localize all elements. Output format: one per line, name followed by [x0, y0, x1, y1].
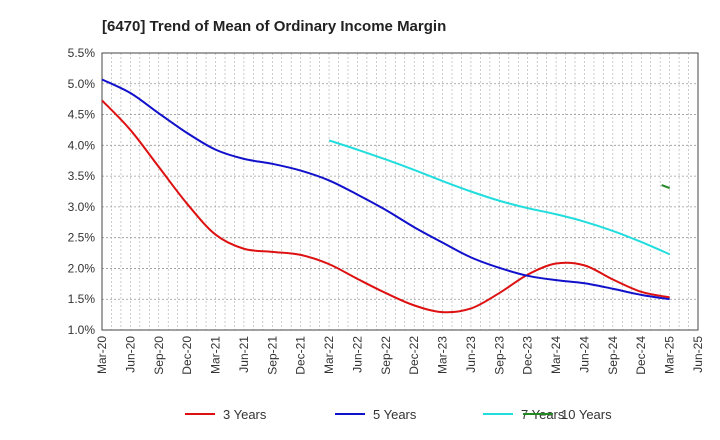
series-line-5-years: [101, 78, 670, 301]
y-tick-label: 3.0%: [68, 200, 96, 214]
y-tick-label: 1.5%: [68, 292, 96, 306]
legend-item-10-years: 10 Years: [523, 407, 612, 422]
x-tick-label: Mar-20: [95, 336, 109, 374]
x-tick-label: Mar-21: [209, 336, 223, 374]
x-tick-label: Sep-23: [492, 336, 506, 375]
x-tick-label: Jun-25: [691, 336, 705, 373]
y-tick-label: 4.0%: [68, 138, 96, 152]
x-tick-label: Sep-21: [265, 336, 279, 375]
y-tick-label: 3.5%: [68, 169, 96, 183]
x-tick-label: Sep-24: [606, 336, 620, 375]
x-tick-label: Mar-24: [549, 336, 563, 374]
legend-item-5-years: 5 Years: [335, 407, 417, 422]
series-line-10-years: [661, 184, 670, 190]
y-tick-label: 5.0%: [68, 77, 96, 91]
series-line-7-years: [328, 139, 671, 256]
y-tick-label: 2.0%: [68, 261, 96, 275]
x-tick-label: Mar-25: [663, 336, 677, 374]
series-line-3-years: [101, 99, 670, 314]
x-axis: Mar-20 Jun-20 Sep-20 Dec-20 Mar-21 Jun-21 Sep-…: [95, 336, 705, 375]
plot-area-border: [101, 52, 699, 331]
x-tick-label: Dec-20: [180, 336, 194, 375]
y-tick-label: 2.5%: [68, 231, 96, 245]
x-tick-label: Sep-20: [152, 336, 166, 375]
x-tick-label: Dec-21: [294, 336, 308, 375]
x-tick-label: Dec-24: [634, 336, 648, 375]
legend-label: 10 Years: [561, 407, 612, 422]
x-tick-label: Jun-22: [350, 336, 364, 373]
x-tick-label: Sep-22: [379, 336, 393, 375]
y-tick-label: 5.5%: [68, 46, 96, 60]
legend-item-3-years: 3 Years: [185, 407, 267, 422]
y-tick-label: 4.5%: [68, 108, 96, 122]
x-tick-label: Jun-24: [577, 336, 591, 373]
x-tick-label: Dec-23: [521, 336, 535, 375]
y-axis: 1.0% 1.5% 2.0% 2.5% 3.0% 3.5% 4.0% 4.5% 5.0% 5.5%: [68, 46, 96, 337]
y-tick-label: 1.0%: [68, 323, 96, 337]
x-tick-label: Dec-22: [407, 336, 421, 375]
x-tick-label: Jun-23: [464, 336, 478, 373]
series-lines: [101, 78, 671, 314]
legend-label: 3 Years: [223, 407, 267, 422]
x-tick-label: Jun-20: [123, 336, 137, 373]
legend-label: 5 Years: [373, 407, 417, 422]
x-tick-label: Mar-23: [436, 336, 450, 374]
x-tick-label: Mar-22: [322, 336, 336, 374]
chart-title: [6470] Trend of Mean of Ordinary Income …: [102, 18, 446, 35]
x-tick-label: Jun-21: [237, 336, 251, 373]
